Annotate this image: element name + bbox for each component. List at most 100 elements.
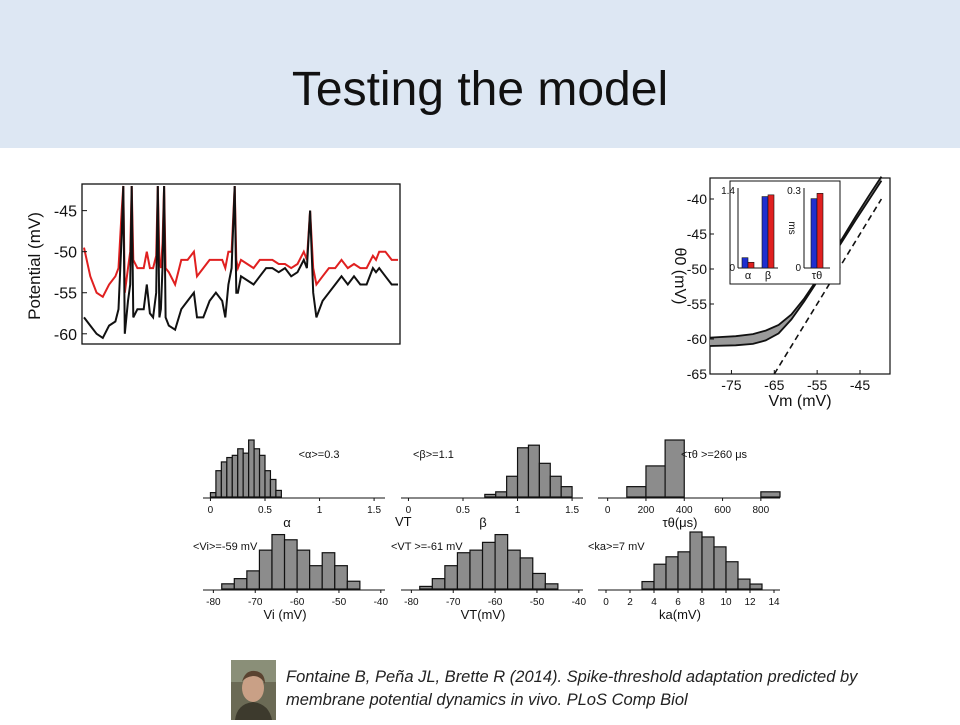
hist-x-tick-label: 6 xyxy=(675,597,681,608)
theta-y-axis-label: θ0 (mV) xyxy=(671,248,688,305)
trace-y-ticks: -45 -50 -55 -60 xyxy=(54,204,87,344)
hist-bar xyxy=(220,461,228,498)
hist-bar xyxy=(456,552,471,590)
theta-y-tick-label: -45 xyxy=(687,226,707,242)
hist-x-axis-label: ka(mV) xyxy=(659,607,701,622)
hist-bar xyxy=(665,556,679,590)
hist-x-tick-label: -60 xyxy=(290,597,305,608)
hist-x-tick-label: 8 xyxy=(699,597,705,608)
hist-x-tick-label: 600 xyxy=(714,505,731,516)
theta-line-diagonal xyxy=(773,198,883,375)
hist-x-tick-label: 800 xyxy=(753,505,770,516)
hist-x-tick-label: -80 xyxy=(404,597,419,608)
hist-bar xyxy=(527,444,540,498)
hist-bar xyxy=(626,486,647,498)
hist-bar xyxy=(653,563,667,590)
theta-y-tick-label: -50 xyxy=(687,261,707,277)
hist-bar xyxy=(431,578,446,590)
inset-y-tick-label: 0 xyxy=(729,263,735,274)
hist-bar xyxy=(296,549,311,590)
hist-annotation: <τθ >=260 μs xyxy=(681,449,748,461)
theta-x-tick-label: -45 xyxy=(850,377,870,393)
theta-series-group xyxy=(709,176,883,375)
hist-x-tick-label: -40 xyxy=(572,597,587,608)
hist-bar xyxy=(725,561,739,590)
hist-annotation: <ka>=7 mV xyxy=(588,541,645,553)
theta-line-upper xyxy=(709,176,883,339)
citation-line-1: Fontaine B, Peña JL, Brette R (2014). Sp… xyxy=(286,668,858,686)
trace-y-axis-label: Potential (mV) xyxy=(25,212,44,320)
inset-bar-blue xyxy=(761,196,769,269)
theta-x-tick-label: -75 xyxy=(721,377,741,393)
hist-x-tick-label: -40 xyxy=(374,597,389,608)
hist-x-tick-label: -80 xyxy=(206,597,221,608)
hist-bar xyxy=(549,475,562,498)
hist-x-tick-label: 14 xyxy=(768,597,780,608)
hist-bar xyxy=(233,578,248,590)
hist-bar xyxy=(519,557,534,590)
hist-bar xyxy=(469,549,484,590)
hist-x-tick-label: 0 xyxy=(603,597,609,608)
hist-x-tick-label: 200 xyxy=(638,505,655,516)
hist-bar xyxy=(495,491,508,498)
hist-bar xyxy=(242,452,250,498)
trace-y-tick-label: -45 xyxy=(54,204,77,221)
hist-bar xyxy=(419,585,433,590)
hist-bar xyxy=(237,448,244,498)
hist-x-tick-label: 0 xyxy=(406,505,412,516)
hist-bar xyxy=(664,439,685,498)
hist-bar xyxy=(544,583,559,590)
trace-series-group xyxy=(83,185,398,340)
hist-x-axis-label: β xyxy=(479,515,486,530)
theta-x-tick-label: -65 xyxy=(764,377,784,393)
hist-x-tick-label: 1 xyxy=(515,505,521,516)
slide-title: Testing the model xyxy=(291,63,669,116)
hist-bar xyxy=(283,539,298,590)
threshold-figure: -75 -65 -55 -45 -40 -45 -50 -55 -60 -65 Vm (mV) θ… xyxy=(671,176,891,410)
hist-x-tick-label: 10 xyxy=(720,597,732,608)
hist-top-label: VT xyxy=(395,514,412,529)
hist-bar xyxy=(713,546,727,590)
histogram-panels: 0 0.5 1 1.5 α <α>=0.3 0 0.5 1 1.5 β <β>=1.1 0 200 400 6… xyxy=(193,439,781,622)
hist-bar xyxy=(701,536,715,590)
hist-annotation: <Vi>=-59 mV xyxy=(193,541,258,553)
hist-bar xyxy=(221,583,235,590)
hist-bar xyxy=(506,475,519,498)
inset-frame xyxy=(729,180,841,285)
hist-bar xyxy=(677,551,691,590)
hist-bar xyxy=(444,565,459,590)
hist-bar xyxy=(226,456,233,498)
hist-bar xyxy=(346,580,361,590)
hist-bar xyxy=(269,478,277,498)
hist-bar xyxy=(641,580,655,590)
hist-annotation: <α>=0.3 xyxy=(299,449,340,461)
trace-y-tick-label: -60 xyxy=(54,327,77,344)
hist-bar xyxy=(484,493,497,498)
hist-x-axis-label: Vi (mV) xyxy=(263,607,306,622)
hist-bar xyxy=(532,572,546,590)
hist-bar xyxy=(689,531,703,590)
theta-y-tick-label: -60 xyxy=(687,331,707,347)
hist-bar xyxy=(516,447,530,498)
inset-category-label: β xyxy=(765,270,771,282)
hist-bar xyxy=(494,533,509,590)
inset-bar-blue xyxy=(741,257,749,269)
citation: Fontaine B, Peña JL, Brette R (2014). Sp… xyxy=(286,666,956,712)
hist-x-tick-label: -50 xyxy=(332,597,347,608)
theta-x-tick-label: -55 xyxy=(807,377,827,393)
hist-bar xyxy=(248,439,255,498)
hist-x-axis-label: α xyxy=(283,515,291,530)
hist-bar xyxy=(271,533,286,590)
hist-bar xyxy=(507,549,521,590)
inset-category-label: α xyxy=(745,270,752,282)
hist-annotation: <β>=1.1 xyxy=(413,449,454,461)
inset-alpha-beta: 1.4 0α β xyxy=(721,186,778,282)
hist-bar xyxy=(309,565,323,590)
hist-bar xyxy=(760,491,781,498)
theta-line-lower xyxy=(709,180,883,347)
hist-x-tick-label: 400 xyxy=(676,505,693,516)
inset-tau: 0.3 0 ms τθ xyxy=(786,186,830,282)
voltage-trace-figure: -45 -50 -55 -60 Potential (mV) xyxy=(25,183,401,345)
hist-bar xyxy=(253,448,261,498)
inset-bar-red xyxy=(747,261,755,269)
